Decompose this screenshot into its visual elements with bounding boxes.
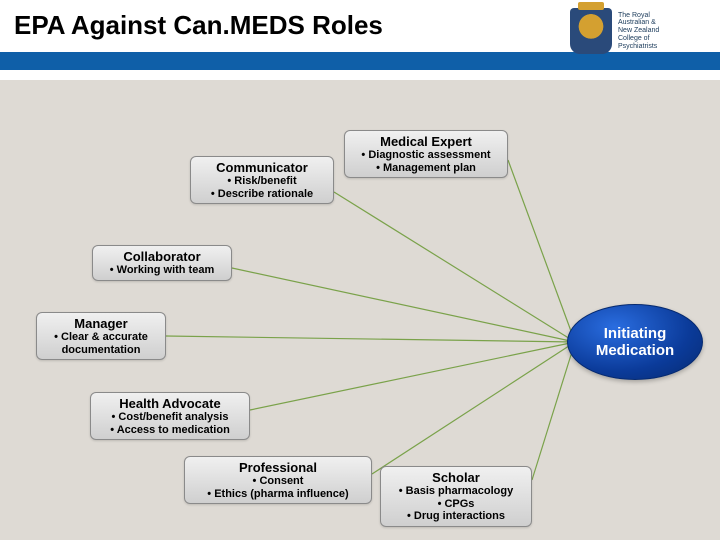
org-name-line: Australian & [618, 19, 708, 27]
node-bullets: • Consent • Ethics (pharma influence) [191, 475, 365, 500]
org-logo: The Royal Australian & New Zealand Colle… [570, 6, 710, 56]
node-bullets: • Risk/benefit • Describe rationale [197, 175, 327, 200]
node-bullets: • Clear & accurate documentation [43, 331, 159, 356]
node-title: Professional [191, 460, 365, 475]
node-bullets: • Diagnostic assessment • Management pla… [351, 149, 501, 174]
node-title: Communicator [197, 160, 327, 175]
hub-label: Initiating Medication [596, 325, 674, 360]
bullet: documentation [43, 344, 159, 357]
bullet: • Management plan [351, 162, 501, 175]
node-title: Health Advocate [97, 396, 243, 411]
node-collaborator: Collaborator • Working with team [92, 245, 232, 281]
org-name: The Royal Australian & New Zealand Colle… [618, 12, 708, 50]
title-bar: EPA Against Can.MEDS Roles The Royal Aus… [0, 0, 720, 70]
org-name-line: The Royal [618, 12, 708, 20]
bullet: • Basis pharmacology [387, 485, 525, 498]
bullet: • Cost/benefit analysis [97, 411, 243, 424]
bullet: • Describe rationale [197, 188, 327, 201]
bullet: • Access to medication [97, 424, 243, 437]
node-bullets: • Basis pharmacology • CPGs • Drug inter… [387, 485, 525, 523]
org-name-line: Psychiatrists [618, 43, 708, 51]
diagram-area: Medical Expert • Diagnostic assessment •… [0, 80, 720, 540]
node-professional: Professional • Consent • Ethics (pharma … [184, 456, 372, 504]
org-name-line: New Zealand [618, 27, 708, 35]
node-bullets: • Working with team [99, 264, 225, 277]
slide: EPA Against Can.MEDS Roles The Royal Aus… [0, 0, 720, 540]
node-bullets: • Cost/benefit analysis • Access to medi… [97, 411, 243, 436]
bullet: • Risk/benefit [197, 175, 327, 188]
node-health-advocate: Health Advocate • Cost/benefit analysis … [90, 392, 250, 440]
node-title: Collaborator [99, 249, 225, 264]
bullet: • CPGs [387, 498, 525, 511]
org-name-line: College of [618, 35, 708, 43]
bullet: • Working with team [99, 264, 225, 277]
hub-label-line: Medication [596, 342, 674, 359]
bullet: • Diagnostic assessment [351, 149, 501, 162]
crest-icon [570, 8, 612, 54]
hub-initiating-medication: Initiating Medication [567, 304, 703, 380]
node-title: Medical Expert [351, 134, 501, 149]
node-medical-expert: Medical Expert • Diagnostic assessment •… [344, 130, 508, 178]
node-title: Scholar [387, 470, 525, 485]
node-scholar: Scholar • Basis pharmacology • CPGs • Dr… [380, 466, 532, 527]
node-manager: Manager • Clear & accurate documentation [36, 312, 166, 360]
bullet: • Ethics (pharma influence) [191, 488, 365, 501]
node-title: Manager [43, 316, 159, 331]
page-title: EPA Against Can.MEDS Roles [14, 10, 383, 41]
bullet: • Consent [191, 475, 365, 488]
node-communicator: Communicator • Risk/benefit • Describe r… [190, 156, 334, 204]
bullet: • Clear & accurate [43, 331, 159, 344]
bullet: • Drug interactions [387, 510, 525, 523]
hub-label-line: Initiating [596, 325, 674, 342]
